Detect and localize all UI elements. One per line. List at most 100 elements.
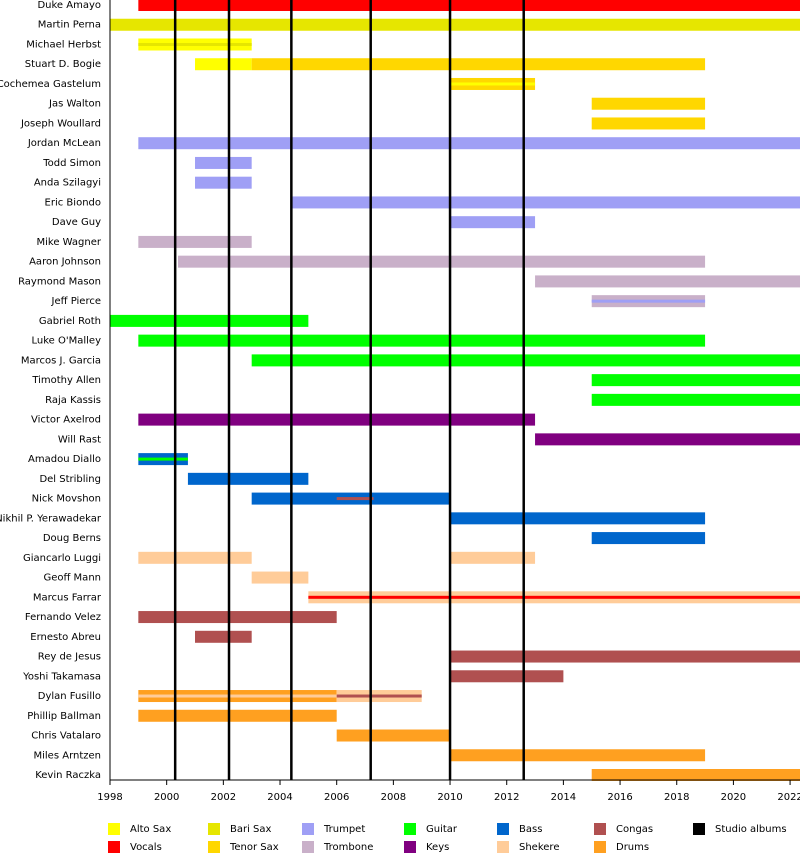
legend-swatch bbox=[497, 841, 509, 853]
tenure-stripe bbox=[138, 42, 252, 46]
member-name: Nick Movshon bbox=[32, 494, 101, 505]
x-tick-label: 2008 bbox=[381, 792, 406, 803]
legend-swatch bbox=[693, 823, 705, 835]
tenure-bar bbox=[110, 314, 309, 327]
member-name: Gabriel Roth bbox=[39, 316, 101, 327]
member-name: Nikhil P. Yerawadekar bbox=[0, 513, 102, 524]
tenure-bar bbox=[110, 18, 800, 31]
member-name: Fernando Velez bbox=[25, 612, 101, 623]
x-tick-label: 2016 bbox=[607, 792, 632, 803]
member-name: Ernesto Abreu bbox=[30, 632, 101, 643]
legend-label: Guitar bbox=[426, 824, 458, 835]
member-name: Yoshi Takamasa bbox=[22, 671, 101, 682]
x-tick-label: 2006 bbox=[324, 792, 349, 803]
member-name: Michael Herbst bbox=[26, 39, 101, 50]
tenure-bar bbox=[187, 472, 309, 485]
tenure-bar bbox=[535, 433, 800, 446]
x-tick-label: 2010 bbox=[437, 792, 462, 803]
member-name: Geoff Mann bbox=[43, 573, 101, 584]
legend-label: Bass bbox=[519, 824, 542, 835]
tenure-bar bbox=[591, 532, 706, 545]
member-name: Martin Perna bbox=[38, 20, 101, 31]
member-name: Mike Wagner bbox=[37, 237, 102, 248]
member-name: Jordan McLean bbox=[27, 138, 101, 149]
tenure-bar bbox=[336, 729, 451, 742]
legend-label: Tenor Sax bbox=[229, 842, 279, 853]
tenure-bar bbox=[138, 137, 800, 150]
tenure-bar bbox=[591, 769, 800, 781]
member-name: Jeff Pierce bbox=[51, 296, 101, 307]
member-name: Dave Guy bbox=[52, 217, 101, 228]
tenure-bar bbox=[450, 551, 536, 564]
x-tick-label: 2002 bbox=[211, 792, 236, 803]
legend-swatch bbox=[404, 823, 416, 835]
legend-swatch bbox=[208, 841, 220, 853]
tenure-bar bbox=[178, 255, 706, 268]
member-name: Doug Berns bbox=[43, 533, 101, 544]
legend-swatch bbox=[108, 841, 120, 853]
legend-swatch bbox=[302, 823, 314, 835]
member-name: Raymond Mason bbox=[18, 276, 101, 287]
tenure-bar bbox=[591, 97, 706, 110]
x-tick-label: 2004 bbox=[267, 792, 292, 803]
member-name: Luke O'Malley bbox=[31, 336, 101, 347]
member-name: Amadou Diallo bbox=[28, 454, 101, 465]
tenure-bar bbox=[450, 216, 536, 229]
tenure-bar bbox=[591, 374, 800, 387]
member-name: Del Stribling bbox=[39, 474, 101, 485]
legend-label: Keys bbox=[426, 842, 449, 853]
x-tick-label: 2014 bbox=[551, 792, 576, 803]
member-name: Aaron Johnson bbox=[29, 257, 101, 268]
member-name: Jas Walton bbox=[48, 99, 101, 110]
tenure-bar bbox=[450, 670, 564, 683]
member-name: Giancarlo Luggi bbox=[23, 553, 101, 564]
legend-label: Studio albums bbox=[715, 824, 787, 835]
tenure-bar bbox=[195, 176, 252, 189]
x-tick-label: 2022 bbox=[777, 792, 800, 803]
member-name: Will Rast bbox=[58, 434, 101, 445]
tenure-bar bbox=[195, 58, 252, 71]
x-tick-label: 2000 bbox=[154, 792, 179, 803]
legend-label: Shekere bbox=[519, 842, 559, 853]
tenure-bar bbox=[450, 512, 706, 525]
tenure-stripe bbox=[308, 595, 800, 599]
member-name: Phillip Ballman bbox=[27, 711, 101, 722]
tenure-stripe bbox=[138, 694, 337, 698]
legend-label: Congas bbox=[616, 824, 653, 835]
x-tick-label: 1998 bbox=[97, 792, 122, 803]
tenure-bar bbox=[138, 0, 800, 11]
member-name: Cochemea Gastelum bbox=[0, 79, 101, 90]
tenure-stripe bbox=[591, 299, 706, 303]
tenure-stripe bbox=[336, 694, 422, 698]
legend-swatch bbox=[108, 823, 120, 835]
legend-swatch bbox=[404, 841, 416, 853]
tenure-bar bbox=[591, 393, 800, 406]
member-name: Todd Simon bbox=[42, 158, 101, 169]
legend-label: Trumpet bbox=[323, 824, 365, 835]
member-name: Anda Szilagyi bbox=[34, 178, 101, 189]
tenure-bar bbox=[336, 497, 374, 501]
member-name: Chris Vatalaro bbox=[31, 731, 101, 742]
x-tick-label: 2012 bbox=[494, 792, 519, 803]
member-name: Duke Amayo bbox=[37, 0, 101, 11]
tenure-bar bbox=[138, 334, 706, 347]
tenure-bar bbox=[138, 235, 252, 248]
tenure-bar bbox=[138, 413, 536, 426]
legend-label: Bari Sax bbox=[230, 824, 272, 835]
tenure-bar bbox=[251, 58, 706, 71]
legend-swatch bbox=[594, 823, 606, 835]
tenure-bar bbox=[251, 571, 309, 584]
tenure-bar bbox=[251, 354, 800, 367]
member-name: Victor Axelrod bbox=[31, 415, 101, 426]
tenure-bar bbox=[591, 117, 706, 130]
member-name: Kevin Raczka bbox=[35, 770, 101, 781]
member-name: Rey de Jesus bbox=[38, 652, 101, 663]
legend-label: Alto Sax bbox=[130, 824, 171, 835]
legend-swatch bbox=[302, 841, 314, 853]
member-name: Marcos J. Garcia bbox=[21, 355, 101, 366]
tenure-stripe bbox=[138, 457, 188, 461]
legend-label: Drums bbox=[616, 842, 649, 853]
tenure-stripe bbox=[450, 82, 536, 86]
tenure-bar bbox=[450, 650, 800, 663]
